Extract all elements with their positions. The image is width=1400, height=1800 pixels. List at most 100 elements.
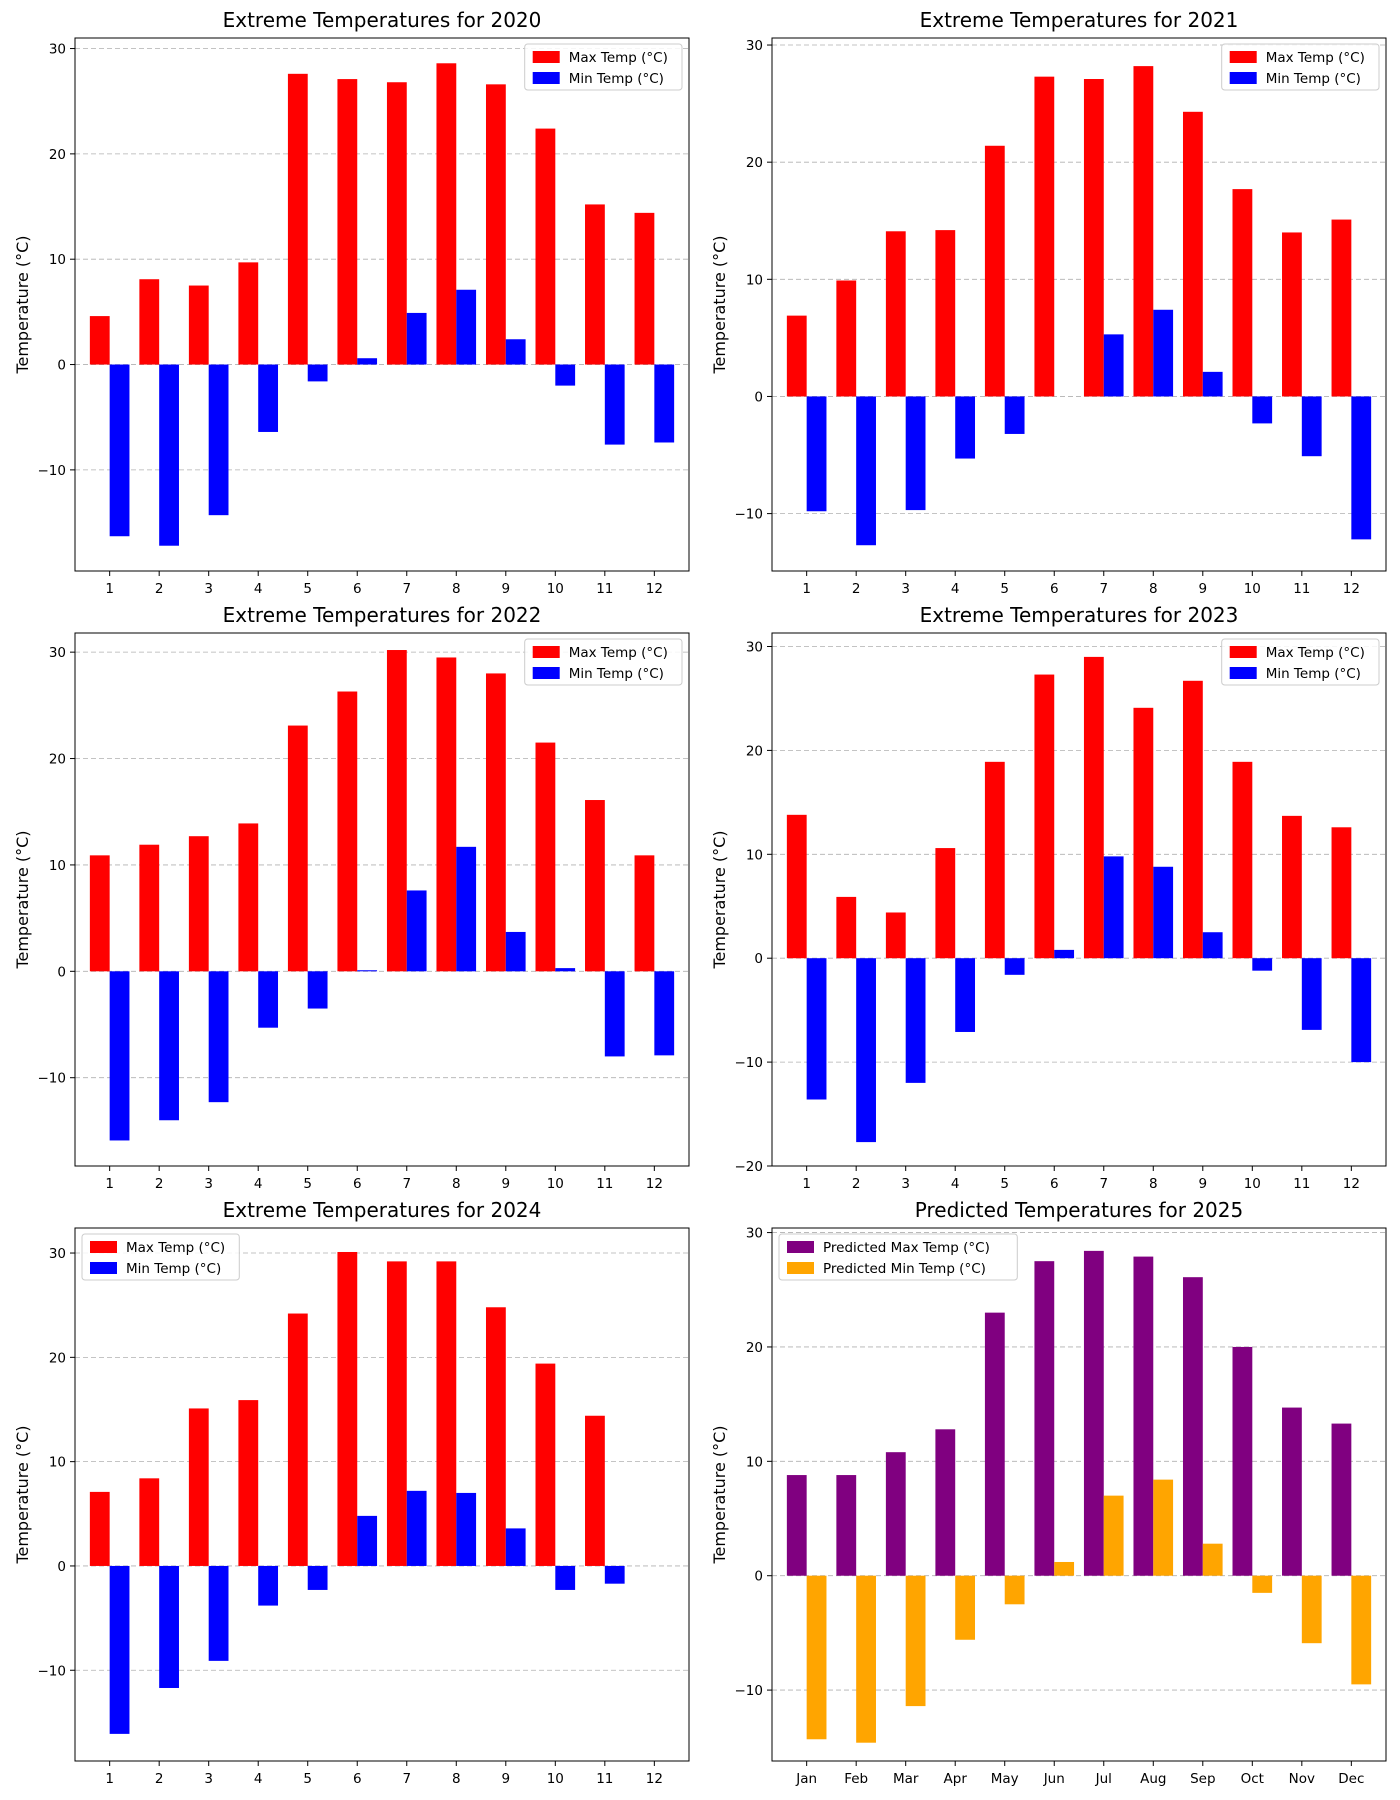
x-tick-label: Nov: [1289, 1771, 1315, 1787]
axes-frame: [74, 1227, 690, 1762]
bar-max-1: [89, 316, 110, 365]
x-tick-label: 8: [452, 581, 461, 597]
y-axis-label: Temperature (°C): [13, 830, 32, 969]
x-tick-label: 12: [646, 581, 663, 597]
x-tick-label: 3: [901, 1176, 910, 1192]
x-tick-label: 5: [303, 1176, 312, 1192]
bar-max-5: [287, 73, 308, 365]
x-tick-label: 8: [452, 1176, 461, 1192]
bar-min-12: [1351, 1575, 1372, 1685]
bar-max-11: [585, 204, 605, 365]
y-tick-label: 0: [57, 964, 66, 980]
bar-max-9: [1182, 1277, 1203, 1576]
x-tick-label: 4: [254, 1176, 263, 1192]
x-tick-label: 9: [501, 1771, 510, 1787]
bar-max-8: [436, 63, 457, 365]
bar-max-8: [1133, 1256, 1154, 1576]
bar-min-5: [307, 1565, 328, 1590]
bar-min-11: [1301, 958, 1322, 1030]
x-tick-label: 2: [155, 581, 164, 597]
x-tick-label: Mar: [893, 1771, 919, 1787]
bar-max-3: [188, 1408, 209, 1566]
chart-title: Extreme Temperatures for 2022: [223, 603, 542, 627]
y-tick-label: −20: [735, 1159, 764, 1175]
x-tick-label: 10: [1244, 581, 1261, 597]
bar-min-2: [159, 364, 179, 546]
bar-min-7: [406, 890, 427, 972]
bar-min-5: [1004, 1575, 1025, 1605]
bar-min-4: [258, 364, 279, 432]
legend-swatch: [90, 1262, 117, 1274]
y-tick-label: −10: [735, 1055, 764, 1071]
legend-swatch: [532, 667, 560, 679]
y-tick-label: 30: [49, 42, 66, 58]
bar-min-5: [307, 971, 328, 1009]
bar-max-5: [984, 145, 1005, 397]
legend-box: [81, 1233, 240, 1281]
y-tick-label: −10: [38, 1663, 67, 1679]
bar-min-12: [654, 971, 675, 1056]
x-tick-label: 6: [1050, 581, 1059, 597]
y-tick-label: −10: [38, 1071, 67, 1087]
legend-label: Min Temp (°C): [569, 666, 664, 682]
bar-min-11: [1301, 396, 1322, 457]
bar-max-4: [238, 1400, 259, 1566]
x-tick-label: 3: [204, 1771, 213, 1787]
bar-max-1: [786, 814, 807, 959]
x-tick-label: 7: [402, 1176, 411, 1192]
bar-min-9: [1202, 371, 1223, 397]
bar-min-10: [555, 968, 576, 972]
bar-min-7: [1103, 334, 1124, 397]
bar-min-1: [109, 971, 130, 1141]
bar-min-8: [1153, 309, 1174, 397]
bar-min-1: [109, 1565, 130, 1734]
bar-max-7: [386, 82, 407, 365]
legend-label: Min Temp (°C): [126, 1261, 221, 1277]
bar-min-8: [456, 289, 477, 365]
x-tick-label: 12: [646, 1176, 663, 1192]
legend-label: Min Temp (°C): [1266, 666, 1361, 682]
chart-title: Extreme Temperatures for 2024: [223, 1198, 542, 1222]
bar-max-8: [436, 1261, 457, 1566]
legend-label: Max Temp (°C): [126, 1240, 225, 1256]
bar-min-6: [357, 1515, 378, 1566]
x-tick-label: 11: [596, 1771, 613, 1787]
axes-frame: [771, 632, 1387, 1167]
bar-min-11: [1301, 1575, 1322, 1644]
x-tick-label: Dec: [1338, 1771, 1364, 1787]
bar-min-3: [905, 1575, 926, 1707]
axes-frame: [771, 37, 1387, 572]
bar-max-9: [1182, 111, 1203, 397]
y-tick-label: 10: [49, 252, 66, 268]
bar-max-1: [786, 315, 807, 397]
legend-swatch: [1229, 72, 1257, 84]
bar-min-6: [357, 970, 378, 972]
bar-min-5: [307, 364, 328, 382]
bar-max-10: [535, 128, 556, 365]
x-tick-label: Aug: [1140, 1771, 1166, 1787]
bar-min-11: [604, 364, 625, 445]
y-tick-label: 30: [746, 640, 763, 656]
bar-max-2: [139, 279, 160, 365]
bar-min-10: [1252, 958, 1273, 971]
bar-min-1: [109, 364, 130, 537]
bar-max-5: [287, 1313, 308, 1566]
bar-max-10: [535, 742, 556, 972]
bar-max-1: [786, 1475, 807, 1576]
x-tick-label: Sep: [1190, 1771, 1215, 1787]
bar-max-4: [238, 823, 259, 972]
bar-max-4: [935, 848, 956, 959]
legend-box: [1221, 638, 1380, 686]
x-tick-label: 12: [646, 1771, 663, 1787]
y-tick-label: 0: [57, 1559, 66, 1575]
bar-max-12: [1331, 827, 1352, 959]
legend-label: Max Temp (°C): [1266, 50, 1365, 66]
y-tick-label: 0: [754, 951, 763, 967]
bar-min-2: [856, 396, 876, 546]
legend: Max Temp (°C) Min Temp (°C): [524, 638, 683, 686]
bar-max-9: [485, 1307, 506, 1566]
bar-max-9: [485, 84, 506, 365]
chart-panel-6: −10 0 10 20 30 Jan Feb Mar Apr May Jun Jul Aug Sep Oct…: [710, 1198, 1387, 1787]
